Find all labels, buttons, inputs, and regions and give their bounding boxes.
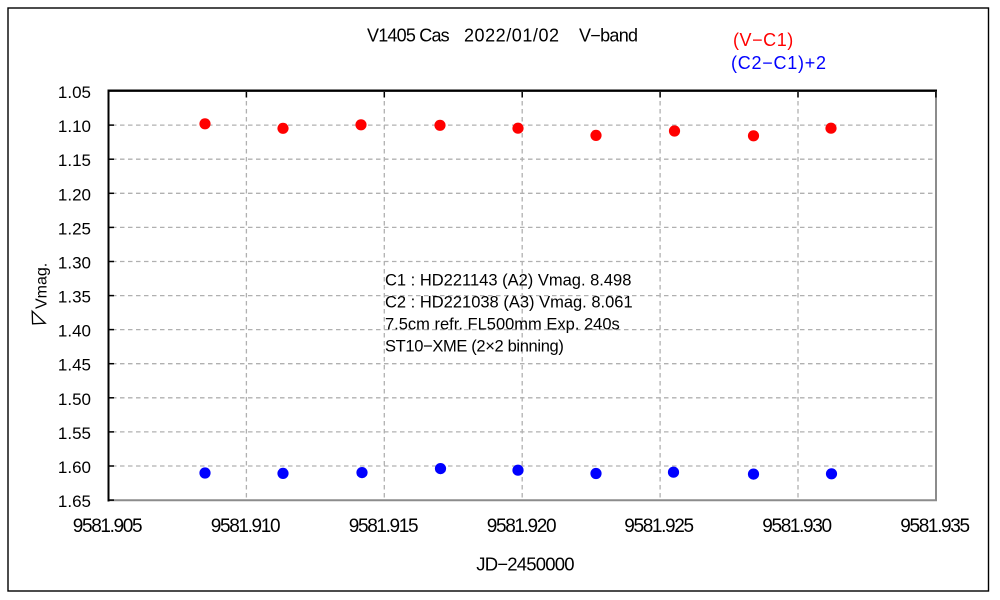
svg-text:1.10: 1.10 (58, 117, 91, 136)
svg-text:1.50: 1.50 (58, 390, 91, 409)
svg-text:C2 : HD221038 (A3) Vmag. 8.061: C2 : HD221038 (A3) Vmag. 8.061 (385, 294, 633, 312)
svg-text:1.60: 1.60 (58, 458, 91, 477)
svg-text:Vmag.: Vmag. (34, 263, 51, 309)
svg-text:1.55: 1.55 (58, 424, 91, 443)
svg-text:7.5cm refr. FL500mm Exp. 240s: 7.5cm refr. FL500mm Exp. 240s (385, 316, 620, 334)
svg-text:V1405 Cas: V1405 Cas (367, 26, 450, 46)
svg-text:1.20: 1.20 (58, 185, 91, 204)
svg-text:1.40: 1.40 (58, 322, 91, 341)
svg-text:9581.935: 9581.935 (900, 516, 969, 537)
svg-text:(V−C1): (V−C1) (733, 30, 794, 50)
svg-text:1.45: 1.45 (58, 356, 91, 375)
svg-text:9581.910: 9581.910 (211, 516, 280, 537)
svg-text:1.35: 1.35 (58, 288, 91, 307)
svg-text:1.25: 1.25 (58, 219, 91, 238)
svg-text:9581.915: 9581.915 (349, 516, 418, 537)
svg-text:1.15: 1.15 (58, 151, 91, 170)
svg-text:C1 : HD221143 (A2) Vmag. 8.498: C1 : HD221143 (A2) Vmag. 8.498 (385, 272, 631, 290)
svg-text:V−band: V−band (579, 26, 637, 46)
svg-text:9581.925: 9581.925 (624, 516, 693, 537)
svg-text:1.05: 1.05 (58, 83, 91, 102)
svg-text:9581.930: 9581.930 (762, 516, 831, 537)
svg-text:(C2−C1)+2: (C2−C1)+2 (731, 53, 827, 73)
svg-text:JD−2450000: JD−2450000 (476, 554, 574, 575)
svg-text:ST10−XME (2×2 binning): ST10−XME (2×2 binning) (385, 338, 564, 356)
svg-text:2022/01/02: 2022/01/02 (464, 26, 560, 46)
svg-text:9581.905: 9581.905 (73, 516, 142, 537)
svg-text:9581.920: 9581.920 (487, 516, 556, 537)
svg-text:1.30: 1.30 (58, 254, 91, 273)
svg-text:1.65: 1.65 (58, 492, 91, 511)
